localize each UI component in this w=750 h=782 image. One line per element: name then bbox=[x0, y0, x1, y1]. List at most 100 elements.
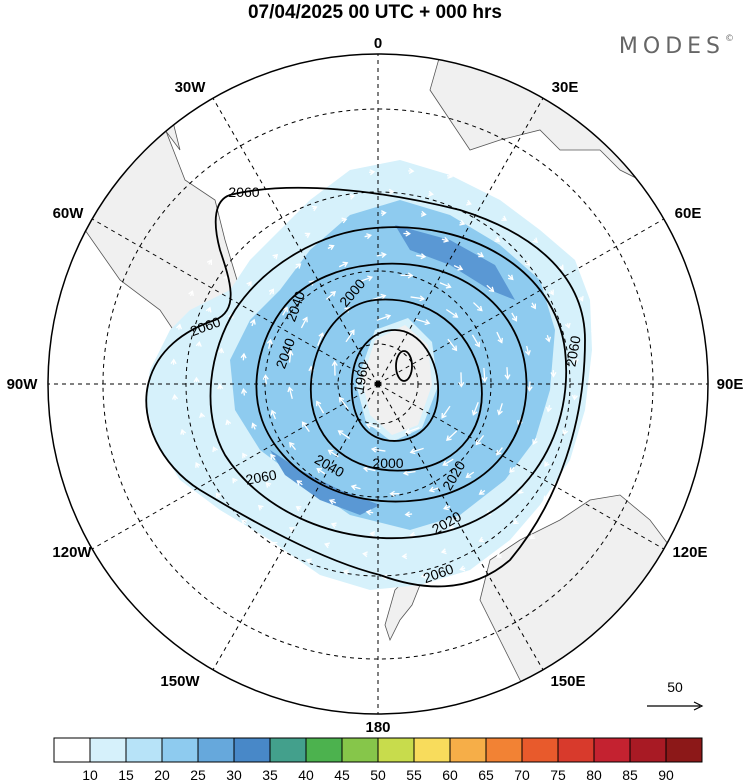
wind-vector-head bbox=[545, 336, 552, 343]
colorbar-tick: 50 bbox=[370, 767, 386, 782]
wind-vector-head bbox=[529, 533, 536, 540]
wind-vector-head bbox=[578, 295, 584, 302]
wind-vector-head bbox=[188, 290, 194, 296]
brand-text: MODES bbox=[618, 34, 725, 59]
wind-vector bbox=[528, 381, 531, 391]
wind-vectors bbox=[170, 167, 626, 581]
wind-vector-head bbox=[341, 217, 348, 224]
wind-vector-head bbox=[442, 504, 449, 511]
wind-vector-head bbox=[246, 280, 252, 287]
wind-vector-head bbox=[367, 275, 374, 282]
wind-vector-head bbox=[195, 341, 202, 347]
contour-label: 1960 bbox=[350, 360, 371, 394]
wind-vector-head bbox=[609, 313, 616, 320]
wind-vector-head bbox=[401, 553, 408, 560]
meridian-line bbox=[377, 383, 665, 550]
longitude-label: 30E bbox=[552, 79, 579, 96]
wind-vector bbox=[403, 470, 416, 475]
wind-vector-head bbox=[594, 401, 601, 407]
wind-vector-head bbox=[596, 365, 603, 372]
wind-vector-head bbox=[474, 341, 480, 348]
wind-vector-head bbox=[240, 352, 247, 359]
colorbar-swatch bbox=[449, 737, 487, 763]
wind-vector-head bbox=[548, 289, 554, 296]
wind-vector-head bbox=[409, 448, 416, 455]
wind-vector-head bbox=[477, 305, 483, 312]
wind-vector-head bbox=[311, 205, 318, 212]
wind-vector bbox=[271, 410, 277, 420]
wind-vector bbox=[486, 284, 494, 292]
meridian-line bbox=[91, 383, 379, 550]
wind-vector-head bbox=[512, 518, 519, 525]
wind-vector-head bbox=[199, 412, 206, 419]
wind-vector bbox=[289, 442, 297, 451]
wind-vector-head bbox=[465, 472, 472, 478]
wind-vector-head bbox=[287, 386, 294, 393]
wind-vector bbox=[288, 387, 293, 399]
wind-vector bbox=[325, 291, 336, 300]
colorbar-swatch bbox=[161, 737, 199, 763]
colorbar-tick: 85 bbox=[622, 767, 638, 782]
wind-vector-head bbox=[451, 345, 458, 352]
wind-vector-head bbox=[507, 274, 514, 281]
contour-1960 bbox=[350, 329, 439, 442]
wind-vector bbox=[338, 430, 351, 440]
wind-vector-head bbox=[266, 338, 273, 345]
colorbar-swatch bbox=[665, 737, 703, 763]
wind-vector-head bbox=[471, 410, 478, 416]
wind-vector-head bbox=[289, 441, 295, 448]
wind-vector-head bbox=[562, 429, 569, 436]
wind-vector-head bbox=[478, 489, 485, 495]
wind-vector-head bbox=[488, 286, 495, 293]
wind-band-30b bbox=[270, 450, 380, 515]
wind-vector-head bbox=[318, 332, 325, 338]
wind-vector-head bbox=[564, 322, 571, 329]
wind-vector-head bbox=[532, 237, 539, 244]
colorbar-tick: 75 bbox=[550, 767, 566, 782]
wind-vector-head bbox=[590, 329, 597, 336]
brand-mark: © bbox=[725, 33, 734, 44]
wind-vector-head bbox=[365, 509, 372, 516]
vector-reference-arrowhead bbox=[693, 701, 704, 711]
wind-vector-head bbox=[328, 498, 335, 505]
wind-vector-head bbox=[458, 381, 465, 388]
wind-vector-head bbox=[270, 409, 277, 416]
meridian-line bbox=[377, 383, 544, 671]
wind-vector-head bbox=[369, 531, 376, 538]
wind-vector-head bbox=[180, 428, 187, 435]
graticule bbox=[48, 54, 708, 714]
colorbar-tick: 20 bbox=[154, 767, 170, 782]
colorbar-tick: 15 bbox=[118, 767, 134, 782]
wind-vector bbox=[351, 485, 361, 490]
meridian-line bbox=[91, 218, 379, 385]
wind-vector bbox=[506, 367, 509, 379]
wind-vector-head bbox=[478, 536, 485, 543]
wind-vector bbox=[475, 434, 485, 445]
brand-logo: MODES© bbox=[619, 34, 734, 59]
wind-vector-head bbox=[524, 260, 531, 266]
colorbar-tick: 60 bbox=[442, 767, 458, 782]
contour-2020 bbox=[255, 262, 528, 503]
wind-vector-head bbox=[459, 565, 466, 572]
map-title: 07/04/2025 00 UTC + 000 hrs bbox=[247, 2, 503, 23]
wind-vector-head bbox=[550, 372, 557, 378]
longitude-label: 120W bbox=[52, 544, 92, 561]
wind-vector-head bbox=[342, 261, 349, 268]
colorbar: 10 15 20 25 30 35 40 45 50 55 60 65 70 75 80 85 90 bbox=[53, 737, 703, 782]
colorbar-tick: 40 bbox=[298, 767, 314, 782]
wind-vector-head bbox=[288, 527, 295, 533]
wind-vector bbox=[496, 447, 503, 456]
colorbar-swatch bbox=[233, 737, 271, 763]
colorbar-swatch bbox=[341, 737, 379, 763]
wind-vector-head bbox=[405, 230, 411, 237]
wind-vector-head bbox=[457, 265, 464, 271]
longitude-label: 60W bbox=[53, 205, 85, 222]
longitude-label: 180 bbox=[365, 719, 390, 736]
wind-vector bbox=[376, 315, 391, 321]
wind-vector-head bbox=[193, 376, 200, 383]
wind-vector-head bbox=[442, 460, 449, 466]
wind-vector bbox=[453, 264, 463, 270]
wind-vector bbox=[410, 447, 424, 453]
wind-vector-head bbox=[545, 406, 552, 413]
wind-vector-head bbox=[294, 190, 301, 196]
